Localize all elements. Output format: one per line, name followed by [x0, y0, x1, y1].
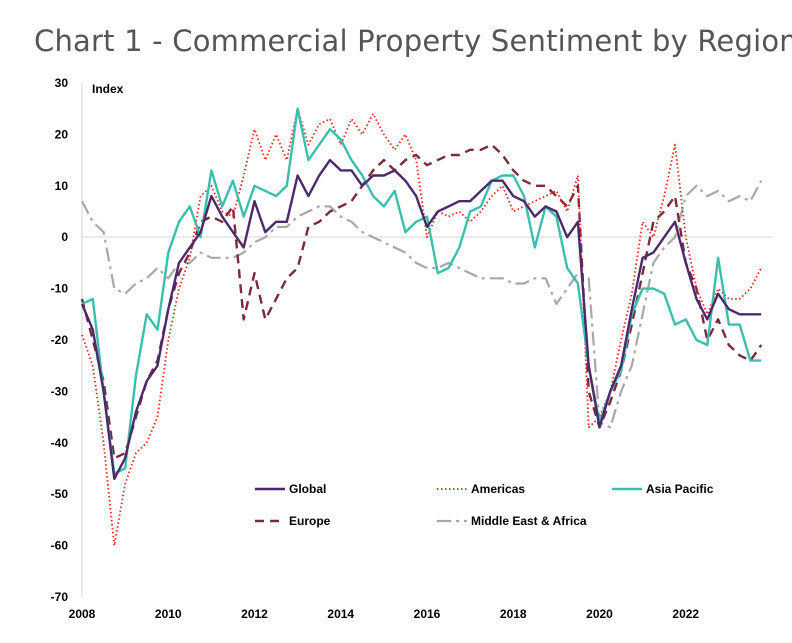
series-layer — [80, 107, 763, 547]
x-tick-label: 2016 — [414, 607, 441, 621]
y-axis-label: Index — [92, 82, 124, 96]
y-tick-label: 0 — [61, 230, 68, 244]
x-tick-labels: 2008 2010 2012 2014 2016 2018 2020 2022 — [69, 607, 700, 621]
y-tick-label: -10 — [51, 282, 69, 296]
x-tick-label: 2014 — [327, 607, 354, 621]
y-tick-label: -60 — [51, 539, 69, 553]
y-tick-label: -70 — [51, 590, 69, 604]
legend-label: Middle East & Africa — [471, 514, 587, 528]
y-tick-labels: 30 20 10 0 -10 -20 -30 -40 -50 -60 -70 — [51, 76, 69, 604]
series-line-asia-pacific — [81, 107, 762, 475]
y-tick-label: 30 — [55, 76, 69, 90]
legend-label: Asia Pacific — [646, 482, 714, 496]
y-tick-label: -50 — [51, 487, 69, 501]
legend-label: Europe — [289, 514, 331, 528]
series-line-global — [80, 158, 762, 480]
y-tick-label: 10 — [55, 179, 69, 193]
legend-label: Global — [289, 482, 326, 496]
x-tick-label: 2010 — [155, 607, 182, 621]
series-line-americas — [81, 107, 762, 547]
legend-label: Americas — [471, 482, 525, 496]
legend: Global Americas Asia Pacific Europe Middle E… — [255, 482, 714, 528]
x-tick-label: 2008 — [69, 607, 96, 621]
y-tick-label: 20 — [55, 127, 69, 141]
series-line-europe — [80, 143, 763, 460]
y-tick-label: -20 — [51, 333, 69, 347]
y-tick-label: -30 — [51, 384, 69, 398]
x-tick-label: 2022 — [672, 607, 699, 621]
x-tick-label: 2012 — [241, 607, 268, 621]
x-tick-label: 2018 — [500, 607, 527, 621]
chart-title: Chart 1 - Commercial Property Sentiment … — [34, 24, 792, 58]
x-tick-label: 2020 — [586, 607, 613, 621]
y-tick-label: -40 — [51, 436, 69, 450]
